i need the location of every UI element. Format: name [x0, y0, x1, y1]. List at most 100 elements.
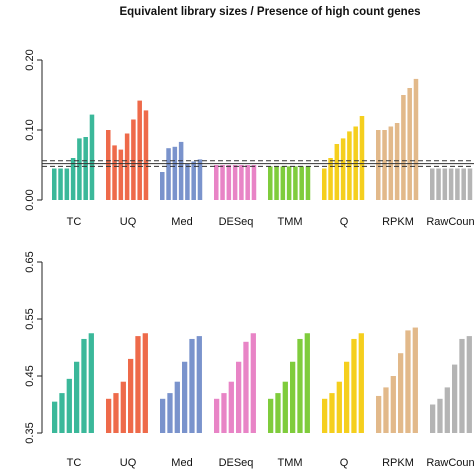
bar	[189, 338, 195, 433]
bar	[143, 110, 149, 200]
bar	[448, 168, 454, 200]
bar	[89, 114, 95, 200]
bar	[376, 395, 382, 433]
bar	[250, 333, 256, 433]
x-label: Med	[171, 216, 192, 228]
bar	[226, 165, 232, 200]
bar	[358, 333, 364, 433]
x-label: Q	[340, 457, 349, 469]
bar	[214, 165, 219, 200]
bar	[467, 168, 473, 200]
bar	[106, 398, 112, 433]
bar	[137, 100, 142, 200]
bar	[340, 138, 346, 200]
bar	[407, 88, 412, 200]
bar	[83, 137, 88, 200]
bar	[376, 130, 381, 200]
bar	[437, 398, 443, 433]
y-tick-label: 0.35	[24, 422, 36, 443]
bar	[251, 165, 257, 200]
y-tick-label: 0.20	[24, 49, 36, 70]
bar	[413, 78, 419, 200]
bar	[142, 333, 148, 433]
bar	[336, 381, 342, 433]
x-label: UQ	[120, 457, 137, 469]
bar	[228, 381, 234, 433]
bar	[64, 168, 70, 200]
y-tick-label: 0.45	[24, 365, 36, 386]
y-tick-label: 0.10	[24, 119, 36, 140]
bar	[268, 398, 274, 433]
bar	[58, 168, 63, 200]
bar	[430, 168, 435, 200]
bar	[66, 378, 72, 433]
bar	[182, 361, 188, 433]
bar	[120, 381, 126, 433]
bar	[59, 393, 65, 433]
bar	[442, 168, 448, 200]
bar	[390, 376, 396, 433]
bar	[160, 172, 165, 200]
bar	[191, 161, 196, 200]
bar	[394, 123, 400, 200]
bar	[106, 130, 111, 200]
bar	[466, 336, 472, 433]
x-label: TC	[67, 216, 82, 228]
bar	[112, 145, 117, 200]
y-tick-label: 0.55	[24, 308, 36, 329]
x-label: Med	[171, 457, 192, 469]
bar	[88, 333, 94, 433]
x-label: RawCount	[426, 457, 474, 469]
bar	[412, 327, 418, 433]
bar	[52, 168, 57, 200]
bar	[131, 119, 136, 200]
bar	[304, 333, 310, 433]
bar	[297, 338, 303, 433]
bar	[166, 148, 171, 200]
bar	[280, 166, 286, 200]
bar	[174, 381, 180, 433]
bar	[359, 116, 365, 200]
x-label: TC	[67, 457, 82, 469]
bar	[344, 361, 350, 433]
bar	[118, 149, 124, 200]
x-label: RPKM	[382, 216, 414, 228]
x-label: TMM	[277, 457, 302, 469]
bar	[274, 166, 279, 200]
bar	[124, 133, 130, 200]
bar	[461, 168, 466, 200]
bar	[243, 341, 249, 433]
bar	[268, 166, 273, 200]
bar	[160, 398, 166, 433]
bar	[135, 336, 141, 433]
bar	[167, 393, 173, 433]
bar	[351, 338, 357, 433]
bar	[430, 404, 436, 433]
bar	[113, 393, 119, 433]
bar	[383, 387, 389, 433]
bar	[128, 358, 134, 433]
bar	[221, 393, 227, 433]
bar	[328, 158, 333, 200]
bar	[70, 158, 76, 200]
bar	[81, 338, 87, 433]
bar	[401, 95, 406, 200]
bar	[334, 144, 340, 200]
bar	[347, 131, 352, 200]
x-label: TMM	[277, 216, 302, 228]
x-label: Q	[340, 216, 349, 228]
x-label: DESeq	[219, 216, 254, 228]
bar	[305, 166, 311, 200]
bar	[290, 361, 296, 433]
y-tick-label: 0.65	[24, 251, 36, 272]
bar	[220, 165, 225, 200]
bar	[239, 165, 244, 200]
bar	[196, 336, 202, 433]
bar	[293, 166, 298, 200]
x-label: RPKM	[382, 457, 414, 469]
bar	[236, 361, 242, 433]
bar	[214, 398, 220, 433]
bar	[282, 381, 288, 433]
bar	[77, 138, 82, 200]
